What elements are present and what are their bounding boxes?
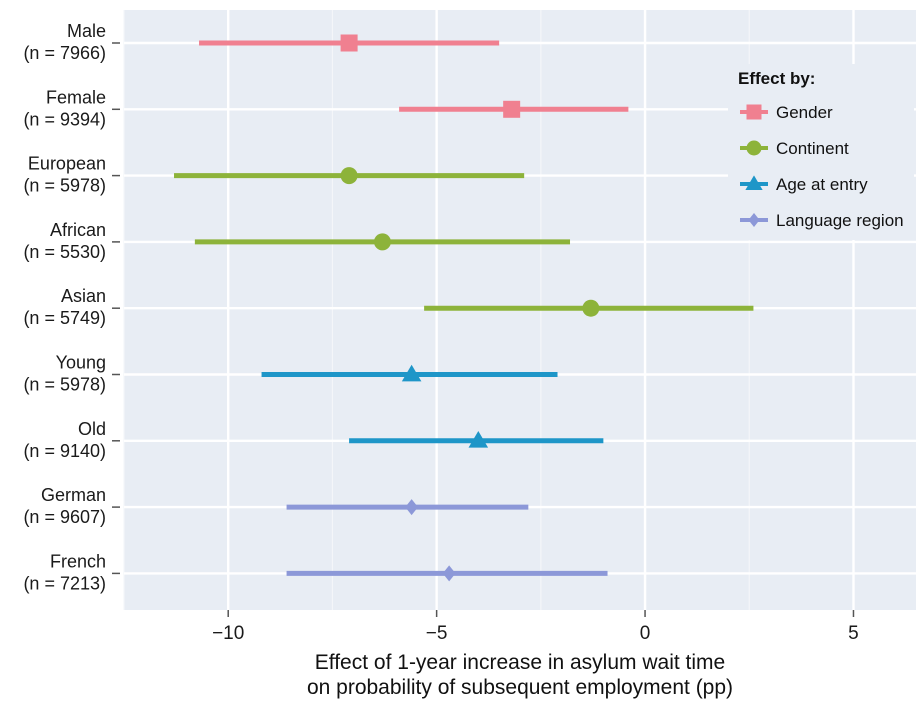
legend-key-marker xyxy=(746,140,762,156)
legend-label: Continent xyxy=(776,139,849,158)
point-estimate xyxy=(373,233,391,251)
y-axis-labels: Male(n = 7966)Female(n = 9394)European(n… xyxy=(23,21,120,593)
x-axis-title-line1: Effect of 1-year increase in asylum wait… xyxy=(315,651,725,674)
x-tick-label: −10 xyxy=(212,623,244,644)
category-label: African xyxy=(50,220,106,240)
x-tick-label: 5 xyxy=(848,623,859,644)
point-estimate xyxy=(503,100,521,118)
point-estimate xyxy=(468,431,489,448)
category-n-label: (n = 9140) xyxy=(23,441,106,461)
legend: Effect by: Gender Continent Age at entry La… xyxy=(728,64,914,240)
category-n-label: (n = 7213) xyxy=(23,573,106,593)
category-n-label: (n = 9607) xyxy=(23,507,106,527)
chart-marks xyxy=(174,34,754,582)
point-estimate xyxy=(401,364,422,382)
legend-label: Language region xyxy=(776,211,904,230)
legend-key-marker xyxy=(746,104,762,120)
x-axis: −10 −5 0 5 xyxy=(212,610,859,644)
category-label: Old xyxy=(78,419,106,439)
category-label: European xyxy=(28,154,106,174)
legend-items: Gender Continent Age at entry Language regi… xyxy=(740,103,904,230)
legend-title: Effect by: xyxy=(738,69,815,88)
category-n-label: (n = 5978) xyxy=(23,375,106,395)
category-label: German xyxy=(41,485,106,505)
point-estimate xyxy=(340,167,358,185)
x-tick-label: 0 xyxy=(640,623,651,644)
category-n-label: (n = 7966) xyxy=(23,43,106,63)
legend-key-marker xyxy=(745,175,763,191)
category-label: Male xyxy=(67,21,106,41)
x-tick-label: −5 xyxy=(426,623,448,644)
category-n-label: (n = 5749) xyxy=(23,308,106,328)
category-label: Asian xyxy=(61,286,106,306)
category-n-label: (n = 9394) xyxy=(23,109,106,129)
legend-label: Gender xyxy=(776,103,833,122)
category-n-label: (n = 5530) xyxy=(23,242,106,262)
point-estimate xyxy=(582,299,600,317)
point-estimate xyxy=(340,34,358,52)
point-estimate xyxy=(405,499,419,516)
category-label: Female xyxy=(46,87,106,107)
legend-key-marker xyxy=(748,213,760,227)
category-n-label: (n = 5978) xyxy=(23,176,106,196)
category-label: French xyxy=(50,551,106,571)
category-label: Young xyxy=(56,353,106,373)
legend-label: Age at entry xyxy=(776,175,868,194)
point-estimate xyxy=(442,565,456,582)
x-axis-title-line2: on probability of subsequent employment … xyxy=(307,676,733,699)
